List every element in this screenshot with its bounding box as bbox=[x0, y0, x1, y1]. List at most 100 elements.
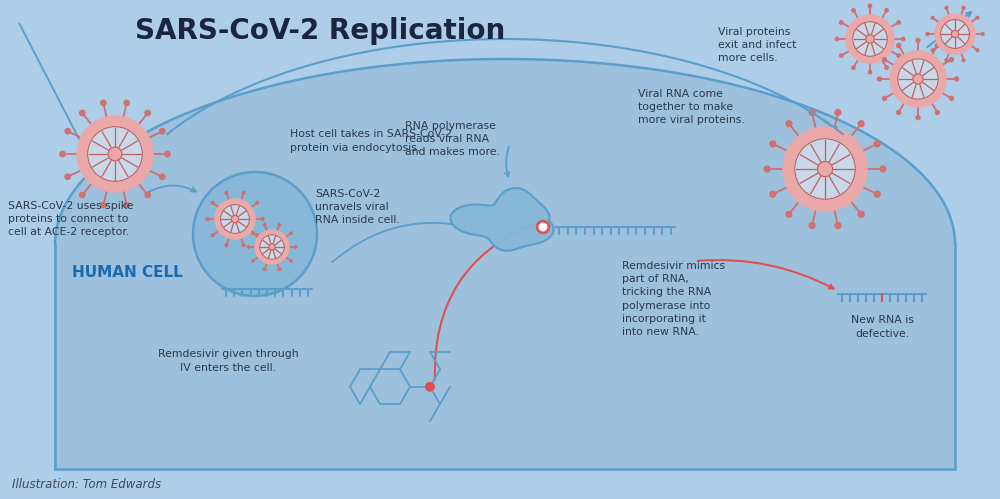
Circle shape bbox=[145, 192, 150, 198]
Circle shape bbox=[853, 22, 887, 56]
Circle shape bbox=[846, 15, 894, 63]
Circle shape bbox=[976, 49, 979, 51]
Circle shape bbox=[60, 151, 65, 157]
Circle shape bbox=[215, 199, 255, 239]
Circle shape bbox=[883, 96, 886, 100]
Circle shape bbox=[835, 110, 841, 115]
Circle shape bbox=[206, 218, 209, 221]
Circle shape bbox=[221, 205, 249, 234]
Circle shape bbox=[77, 116, 153, 192]
Text: Viral RNA come
together to make
more viral proteins.: Viral RNA come together to make more vir… bbox=[638, 89, 745, 125]
Circle shape bbox=[539, 223, 547, 231]
Text: SARS-CoV-2
unravels viral
RNA inside cell.: SARS-CoV-2 unravels viral RNA inside cel… bbox=[315, 189, 400, 225]
Circle shape bbox=[786, 212, 792, 217]
Text: Illustration: Tom Edwards: Illustration: Tom Edwards bbox=[12, 478, 161, 491]
Circle shape bbox=[786, 121, 792, 127]
Circle shape bbox=[264, 268, 266, 270]
Circle shape bbox=[885, 8, 888, 12]
Circle shape bbox=[252, 232, 254, 235]
Circle shape bbox=[897, 54, 900, 57]
Text: RNA polymerase
reads viral RNA
and makes more.: RNA polymerase reads viral RNA and makes… bbox=[405, 121, 500, 157]
Circle shape bbox=[840, 21, 843, 24]
Circle shape bbox=[874, 141, 880, 147]
Circle shape bbox=[247, 246, 250, 248]
Circle shape bbox=[294, 246, 297, 248]
Circle shape bbox=[211, 202, 214, 204]
Circle shape bbox=[88, 127, 142, 181]
Circle shape bbox=[858, 212, 864, 217]
Circle shape bbox=[897, 21, 900, 24]
Circle shape bbox=[770, 191, 776, 197]
Circle shape bbox=[269, 244, 275, 250]
Circle shape bbox=[880, 166, 886, 172]
Circle shape bbox=[101, 100, 106, 105]
Circle shape bbox=[951, 30, 959, 37]
Circle shape bbox=[795, 139, 855, 199]
Text: Remdesivir given through
IV enters the cell.: Remdesivir given through IV enters the c… bbox=[158, 349, 298, 373]
Circle shape bbox=[160, 129, 165, 134]
Circle shape bbox=[256, 234, 259, 237]
Circle shape bbox=[935, 110, 939, 114]
Circle shape bbox=[260, 235, 284, 259]
Circle shape bbox=[852, 66, 855, 69]
Circle shape bbox=[278, 268, 280, 270]
Circle shape bbox=[858, 121, 864, 127]
Polygon shape bbox=[450, 188, 554, 250]
Circle shape bbox=[211, 234, 214, 237]
Text: SARS-CoV-2 Replication: SARS-CoV-2 Replication bbox=[135, 17, 505, 45]
Circle shape bbox=[962, 6, 965, 9]
Circle shape bbox=[255, 230, 289, 264]
Circle shape bbox=[225, 244, 228, 247]
Circle shape bbox=[835, 37, 839, 41]
Circle shape bbox=[901, 37, 905, 41]
Circle shape bbox=[897, 43, 901, 47]
Text: Host cell takes in SARS-CoV-2
protein via endocytosis.: Host cell takes in SARS-CoV-2 protein vi… bbox=[290, 129, 452, 153]
Circle shape bbox=[835, 223, 841, 229]
Circle shape bbox=[426, 383, 434, 391]
Polygon shape bbox=[55, 59, 955, 469]
Circle shape bbox=[941, 19, 969, 48]
Circle shape bbox=[926, 32, 929, 35]
Circle shape bbox=[868, 4, 872, 7]
Circle shape bbox=[840, 54, 843, 57]
Circle shape bbox=[885, 66, 888, 69]
Circle shape bbox=[955, 77, 959, 81]
Circle shape bbox=[898, 59, 938, 99]
Circle shape bbox=[536, 221, 550, 234]
Text: Remdesivir mimics
part of RNA,
tricking the RNA
polymerase into
incorporating it: Remdesivir mimics part of RNA, tricking … bbox=[622, 261, 725, 337]
Circle shape bbox=[242, 191, 245, 194]
Circle shape bbox=[80, 192, 85, 198]
Circle shape bbox=[261, 218, 264, 221]
Circle shape bbox=[931, 16, 934, 19]
Circle shape bbox=[890, 51, 946, 107]
Text: Viral proteins
exit and infect
more cells.: Viral proteins exit and infect more cell… bbox=[718, 27, 796, 63]
Circle shape bbox=[897, 110, 901, 114]
Circle shape bbox=[981, 32, 984, 35]
Circle shape bbox=[809, 110, 815, 115]
Circle shape bbox=[883, 58, 886, 62]
Circle shape bbox=[101, 203, 106, 208]
Circle shape bbox=[165, 151, 170, 157]
Circle shape bbox=[913, 74, 923, 84]
Text: SARS-CoV-2 uses spike
proteins to connect to
cell at ACE-2 receptor.: SARS-CoV-2 uses spike proteins to connec… bbox=[8, 201, 134, 237]
Circle shape bbox=[950, 96, 953, 100]
Text: New RNA is
defective.: New RNA is defective. bbox=[851, 315, 913, 339]
Circle shape bbox=[124, 100, 129, 105]
Circle shape bbox=[278, 224, 280, 226]
Circle shape bbox=[874, 191, 880, 197]
Circle shape bbox=[935, 43, 939, 47]
Circle shape bbox=[916, 116, 920, 120]
Circle shape bbox=[80, 110, 85, 116]
Circle shape bbox=[764, 166, 770, 172]
Circle shape bbox=[783, 127, 867, 211]
Circle shape bbox=[866, 34, 874, 43]
Circle shape bbox=[817, 162, 833, 177]
Circle shape bbox=[809, 223, 815, 229]
Circle shape bbox=[108, 147, 122, 161]
Text: HUMAN CELL: HUMAN CELL bbox=[72, 265, 183, 280]
Circle shape bbox=[256, 202, 259, 204]
Circle shape bbox=[193, 172, 317, 296]
Circle shape bbox=[124, 203, 129, 208]
Circle shape bbox=[290, 232, 292, 235]
Circle shape bbox=[770, 141, 776, 147]
